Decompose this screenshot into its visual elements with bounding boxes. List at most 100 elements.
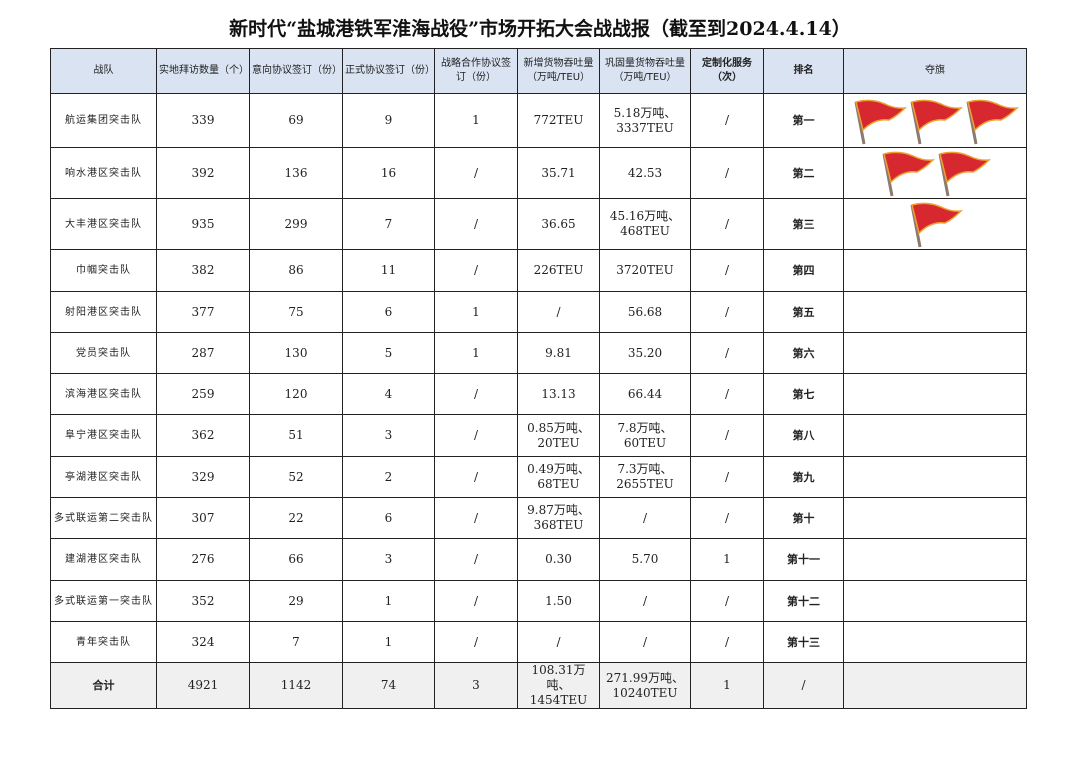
cell-new-tp: 13.13 xyxy=(517,373,600,415)
table-row: 亭湖港区突击队 329 52 2/0.49万吨、68TEU 7.3万吨、2655TEU /… xyxy=(50,456,1027,498)
cell-intent: 136 xyxy=(249,147,343,199)
flag-cell xyxy=(843,373,1027,415)
column-header: 夺旗 xyxy=(843,48,1027,94)
cell-custom: / xyxy=(690,580,764,622)
cell-formal: 1 xyxy=(342,580,435,622)
cell-kept-tp: 56.68 xyxy=(599,291,691,333)
cell-intent: 29 xyxy=(249,580,343,622)
cell-visits: 362 xyxy=(156,414,250,457)
cell-new-tp: 35.71 xyxy=(517,147,600,199)
cell-strategic: 3 xyxy=(434,662,518,709)
cell-strategic: / xyxy=(434,538,518,581)
cell-strategic: 1 xyxy=(434,332,518,374)
cell-new-tp: 1.50 xyxy=(517,580,600,622)
cell-visits: 324 xyxy=(156,621,250,663)
column-header: 战略合作协议签订（份） xyxy=(434,48,518,94)
red-flag-icon xyxy=(851,96,908,146)
cell-new-tp: 226TEU xyxy=(517,249,600,292)
cell-kept-tp: / xyxy=(599,497,691,539)
cell-new-tp: 108.31万吨、1454TEU xyxy=(517,662,600,709)
cell-strategic: / xyxy=(434,249,518,292)
cell-visits: 392 xyxy=(156,147,250,199)
cell-custom: 1 xyxy=(690,662,764,709)
cell-formal: 7 xyxy=(342,198,435,250)
column-header: 实地拜访数量（个） xyxy=(156,48,250,94)
cell-custom: / xyxy=(690,414,764,457)
cell-team: 射阳港区突击队 xyxy=(50,291,157,333)
cell-strategic: 1 xyxy=(434,93,518,148)
cell-formal: 1 xyxy=(342,621,435,663)
cell-new-tp: 0.85万吨、20TEU xyxy=(517,414,600,457)
total-row: 合计 4921 1142 74 3 108.31万吨、1454TEU 271.99万吨、10… xyxy=(50,662,1027,709)
cell-visits: 382 xyxy=(156,249,250,292)
cell-intent: 66 xyxy=(249,538,343,581)
cell-new-tp: / xyxy=(517,621,600,663)
table-row: 大丰港区突击队 935 299 7/36.65 45.16万吨、468TEU / 第三 xyxy=(50,198,1027,250)
table-row: 滨海港区突击队 259 120 4/13.13 66.44/第七 xyxy=(50,373,1027,415)
cell-strategic: / xyxy=(434,456,518,498)
table-row: 响水港区突击队 392 136 16/35.71 42.53/第二 xyxy=(50,147,1027,199)
table-row: 党员突击队 287 130 5 1 9.81 35.20/第六 xyxy=(50,332,1027,374)
cell-formal: 4 xyxy=(342,373,435,415)
cell-custom: / xyxy=(690,456,764,498)
cell-kept-tp: 5.18万吨、3337TEU xyxy=(599,93,691,148)
cell-team: 响水港区突击队 xyxy=(50,147,157,199)
cell-rank: 第十三 xyxy=(763,621,844,663)
red-flag-icon xyxy=(963,96,1020,146)
cell-new-tp: 0.30 xyxy=(517,538,600,581)
cell-team: 建湖港区突击队 xyxy=(50,538,157,581)
cell-formal: 3 xyxy=(342,538,435,581)
cell-kept-tp: 7.8万吨、60TEU xyxy=(599,414,691,457)
cell-custom: / xyxy=(690,291,764,333)
cell-formal: 74 xyxy=(342,662,435,709)
cell-formal: 6 xyxy=(342,497,435,539)
cell-team: 航运集团突击队 xyxy=(50,93,157,148)
cell-strategic: 1 xyxy=(434,291,518,333)
cell-team: 多式联运第一突击队 xyxy=(50,580,157,622)
table-row: 多式联运第二突击队 307 22 6/9.87万吨、368TEU / / 第十 xyxy=(50,497,1027,539)
header-row: 战队 实地拜访数量（个） 意向协议签订（份） 正式协议签订（份） 战略合作协议签订（份）… xyxy=(50,48,1027,94)
cell-visits: 276 xyxy=(156,538,250,581)
cell-intent: 69 xyxy=(249,93,343,148)
cell-intent: 51 xyxy=(249,414,343,457)
cell-team: 滨海港区突击队 xyxy=(50,373,157,415)
cell-formal: 16 xyxy=(342,147,435,199)
cell-team: 党员突击队 xyxy=(50,332,157,374)
cell-intent: 7 xyxy=(249,621,343,663)
flag-cell xyxy=(843,198,1027,250)
cell-visits: 4921 xyxy=(156,662,250,709)
column-header: 正式协议签订（份） xyxy=(342,48,435,94)
cell-formal: 5 xyxy=(342,332,435,374)
cell-kept-tp: 5.70 xyxy=(599,538,691,581)
cell-strategic: / xyxy=(434,198,518,250)
table-row: 多式联运第一突击队 352 29 1/1.50// 第十二 xyxy=(50,580,1027,622)
table-row: 射阳港区突击队 377 75 6 1/56.68/第五 xyxy=(50,291,1027,333)
cell-visits: 287 xyxy=(156,332,250,374)
flag-cell xyxy=(843,147,1027,199)
cell-formal: 3 xyxy=(342,414,435,457)
cell-formal: 2 xyxy=(342,456,435,498)
cell-custom: 1 xyxy=(690,538,764,581)
cell-rank: 第一 xyxy=(763,93,844,148)
cell-kept-tp: / xyxy=(599,621,691,663)
cell-custom: / xyxy=(690,332,764,374)
cell-rank: 第三 xyxy=(763,198,844,250)
flag-cell xyxy=(843,621,1027,663)
table-row: 航运集团突击队 339 69 9 1 772TEU 5.18万吨、3337TEU / 第一 xyxy=(50,93,1027,148)
cell-strategic: / xyxy=(434,497,518,539)
flag-cell xyxy=(843,93,1027,148)
cell-rank: 第八 xyxy=(763,414,844,457)
table-row: 青年突击队 324 7 1// / / 第十三 xyxy=(50,621,1027,663)
cell-strategic: / xyxy=(434,373,518,415)
cell-formal: 11 xyxy=(342,249,435,292)
cell-custom: / xyxy=(690,497,764,539)
cell-intent: 52 xyxy=(249,456,343,498)
cell-intent: 1142 xyxy=(249,662,343,709)
cell-rank: 第五 xyxy=(763,291,844,333)
cell-intent: 130 xyxy=(249,332,343,374)
cell-new-tp: 9.81 xyxy=(517,332,600,374)
battle-report-table: 战队 实地拜访数量（个） 意向协议签订（份） 正式协议签订（份） 战略合作协议签订（份）… xyxy=(50,48,1027,709)
cell-team: 合计 xyxy=(50,662,157,709)
cell-intent: 22 xyxy=(249,497,343,539)
cell-team: 阜宁港区突击队 xyxy=(50,414,157,457)
